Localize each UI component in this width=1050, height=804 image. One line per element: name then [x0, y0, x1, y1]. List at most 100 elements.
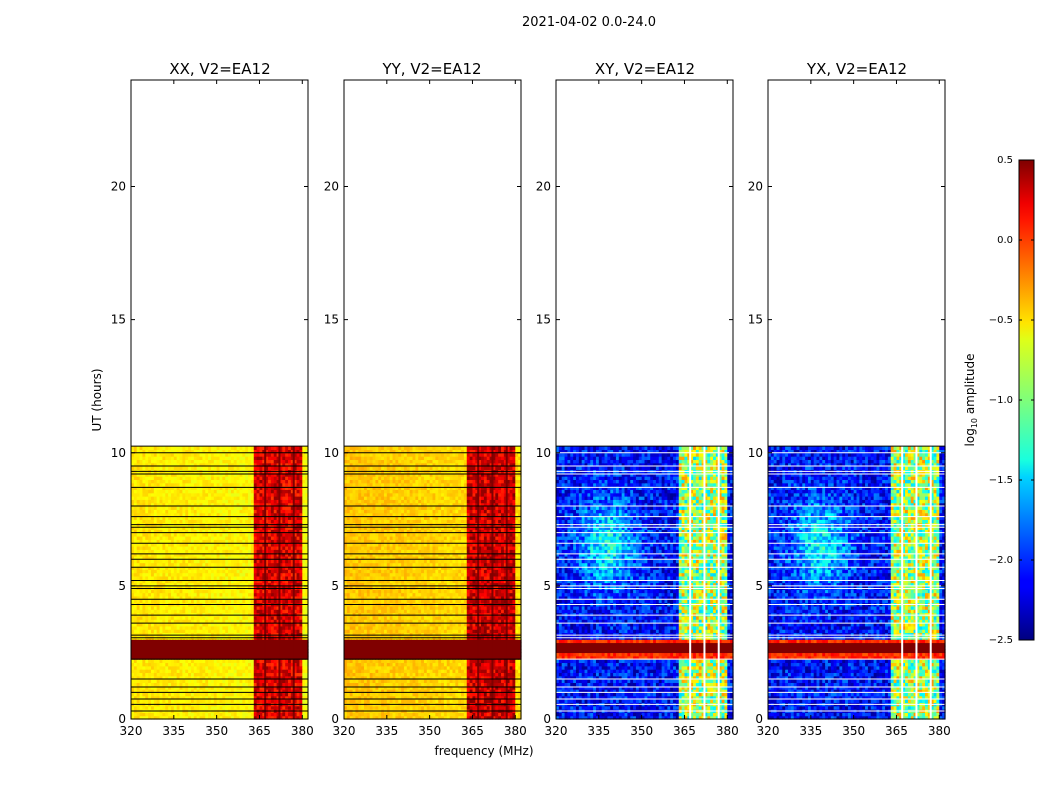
heatmap-cell — [208, 612, 212, 617]
heatmap-cell — [259, 575, 263, 580]
heatmap-cell — [270, 629, 275, 634]
heatmap-cell — [250, 642, 255, 647]
heatmap-cell — [216, 539, 221, 544]
heatmap-cell — [208, 595, 212, 600]
heatmap-cell — [188, 682, 192, 687]
heatmap-cell — [176, 685, 181, 690]
heatmap-cell — [133, 699, 138, 703]
heatmap-cell — [179, 692, 183, 697]
heatmap-cell — [131, 679, 135, 683]
heatmap-cell — [136, 645, 141, 650]
heatmap-cell — [248, 632, 252, 637]
heatmap-cell — [199, 575, 203, 580]
heatmap-cell — [216, 665, 221, 670]
heatmap-cell — [250, 712, 255, 717]
heatmap-cell — [182, 712, 186, 717]
heatmap-cell — [136, 582, 141, 587]
heatmap-cell — [182, 649, 186, 654]
heatmap-cell — [188, 539, 192, 544]
heatmap-cell — [168, 699, 172, 703]
heatmap-cell — [233, 629, 238, 634]
heatmap-cell — [239, 629, 243, 634]
heatmap-cell — [185, 665, 189, 670]
heatmap-cell — [279, 569, 283, 574]
heatmap-cell — [216, 605, 221, 610]
heatmap-cell — [219, 665, 223, 670]
heatmap-cell — [219, 715, 223, 720]
heatmap-cell — [176, 612, 181, 617]
heatmap-cell — [133, 632, 138, 637]
heatmap-cell — [282, 549, 286, 554]
heatmap-cell — [219, 679, 223, 683]
heatmap-cell — [236, 682, 241, 687]
heatmap-cell — [193, 535, 198, 540]
heatmap-cell — [299, 639, 303, 644]
heatmap-cell — [250, 539, 255, 544]
heatmap-cell — [276, 712, 281, 717]
heatmap-cell — [153, 599, 158, 604]
heatmap-cell — [168, 625, 172, 630]
heatmap-cell — [168, 582, 172, 587]
heatmap-cell — [293, 605, 298, 610]
heatmap-cell — [150, 555, 155, 560]
heatmap-cell — [268, 579, 272, 584]
heatmap-cell — [256, 619, 261, 624]
heatmap-cell — [288, 625, 292, 630]
heatmap-cell — [131, 669, 135, 674]
heatmap-cell — [256, 712, 261, 717]
heatmap-cell — [270, 569, 275, 574]
heatmap-cell — [302, 592, 306, 597]
heatmap-cell — [222, 559, 226, 564]
heatmap-cell — [210, 639, 215, 644]
heatmap-cell — [233, 675, 238, 680]
heatmap-cell — [288, 572, 292, 577]
heatmap-cell — [293, 612, 298, 617]
heatmap-cell — [242, 622, 246, 627]
heatmap-cell — [170, 619, 175, 624]
heatmap-cell — [248, 689, 252, 693]
heatmap-cell — [233, 609, 238, 614]
heatmap-cell — [242, 662, 246, 667]
heatmap-cell — [185, 612, 189, 617]
heatmap-cell — [262, 685, 266, 690]
heatmap-cell — [288, 689, 292, 693]
heatmap-cell — [253, 699, 258, 703]
heatmap-cell — [190, 659, 195, 664]
heatmap-cell — [185, 595, 189, 600]
heatmap-cell — [208, 685, 212, 690]
heatmap-cell — [225, 582, 229, 587]
heatmap-cell — [279, 699, 283, 703]
heatmap-cell — [279, 659, 283, 664]
heatmap-cell — [230, 632, 235, 637]
heatmap-cell — [236, 619, 241, 624]
heatmap-cell — [139, 632, 144, 637]
heatmap-cell — [250, 662, 255, 667]
heatmap-cell — [210, 605, 215, 610]
heatmap-cell — [285, 605, 289, 610]
heatmap-cell — [250, 599, 255, 604]
heatmap-cell — [276, 555, 281, 560]
heatmap-cell — [170, 642, 175, 647]
heatmap-cell — [170, 552, 175, 557]
heatmap-cell — [213, 625, 218, 630]
heatmap-cell — [205, 559, 209, 564]
heatmap-cell — [159, 715, 163, 720]
heatmap-cell — [159, 682, 163, 687]
heatmap-cell — [188, 659, 192, 664]
heatmap-cell — [302, 699, 306, 703]
heatmap-cell — [245, 682, 249, 687]
heatmap-cell — [273, 572, 278, 577]
heatmap-cell — [133, 665, 138, 670]
heatmap-cell — [279, 612, 283, 617]
heatmap-cell — [173, 705, 178, 710]
heatmap-cell — [290, 715, 295, 720]
heatmap-cell — [142, 589, 146, 594]
heatmap-cell — [133, 569, 138, 574]
heatmap-cell — [199, 562, 203, 567]
heatmap-cell — [179, 685, 183, 690]
heatmap-cell — [262, 675, 266, 680]
heatmap-cell — [242, 545, 246, 550]
heatmap-cell — [193, 565, 198, 570]
heatmap-cell — [205, 539, 209, 544]
figure-title: 2021-04-02 0.0-24.0 — [522, 15, 656, 30]
